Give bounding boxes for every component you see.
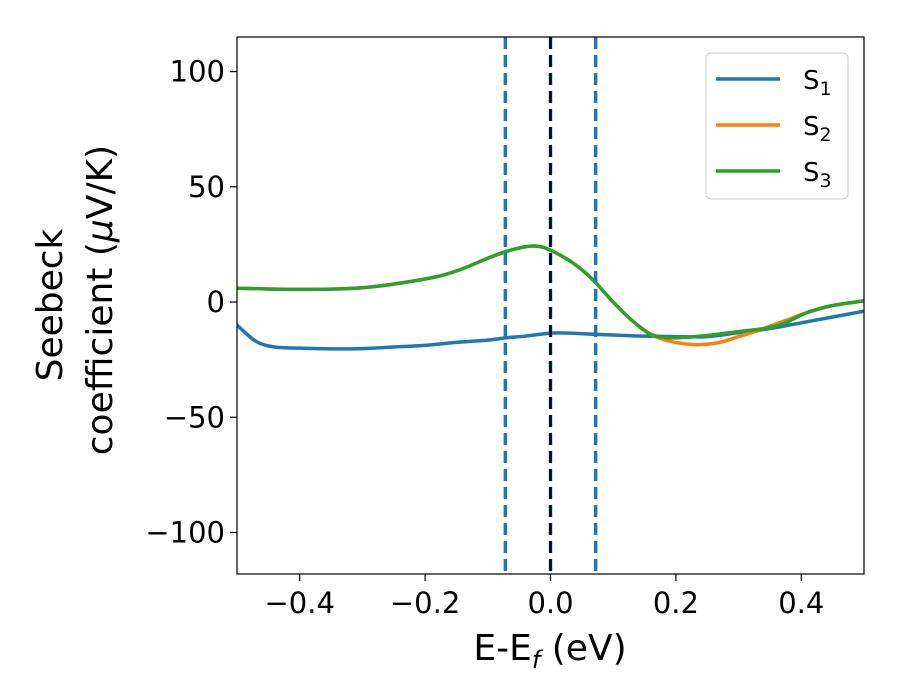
- y-axis-label-line2: coefficient (μV/K): [80, 145, 121, 455]
- legend-label-s2: S2: [803, 112, 832, 146]
- x-axis-label: E-Ef (eV): [473, 628, 626, 674]
- x-tick-label: −0.2: [390, 586, 460, 620]
- y-tick-label: 100: [170, 55, 225, 89]
- y-tick-label: −100: [145, 516, 225, 550]
- x-tick-label: −0.4: [264, 586, 334, 620]
- y-axis-label: Seebeck: [30, 228, 71, 381]
- x-tick-label: 0.0: [527, 586, 573, 620]
- series-line-s3: [237, 244, 864, 340]
- y-tick-label: −50: [164, 400, 225, 434]
- y-tick-label: 50: [188, 170, 225, 204]
- legend: S1 S2 S3: [705, 52, 849, 200]
- x-tick-label: 0.2: [653, 586, 699, 620]
- legend-label-s3: S3: [803, 158, 832, 192]
- x-axis-ticks: −0.4 −0.2 0.0 0.2 0.4: [264, 574, 824, 620]
- x-axis-label-unit: (eV): [540, 628, 626, 669]
- y-axis-label-mu: μ: [80, 219, 121, 243]
- y-axis-ticks: 100 50 0 −50 −100: [145, 55, 237, 550]
- x-tick-label: 0.4: [778, 586, 824, 620]
- series-lines: [237, 244, 864, 351]
- plot-frame: [236, 36, 865, 575]
- legend-label-s1: S1: [803, 66, 832, 100]
- y-tick-label: 0: [207, 285, 225, 319]
